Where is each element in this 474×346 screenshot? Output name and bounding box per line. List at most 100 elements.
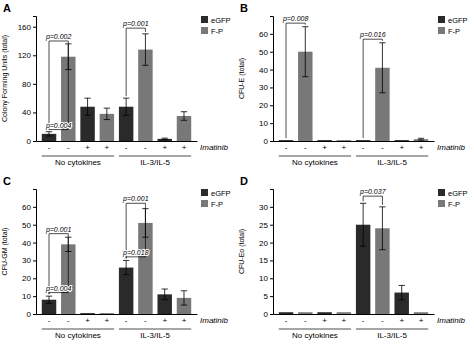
bar [279,140,293,141]
x-tick: - [285,314,288,325]
y-tick-mark [270,141,273,142]
error-bar [360,203,366,246]
y-tick-label: 20 [259,239,268,248]
y-tick: 60 [259,30,273,39]
x-tick-label: - [304,143,307,152]
legend-swatch [438,16,445,23]
y-axis: 051015202530 [259,190,273,320]
x-tick-label: + [342,316,347,325]
y-tick-label: 0 [264,137,269,146]
x-axis-line [37,314,198,315]
y-tick-mark [270,105,273,106]
y-tick-label: 5 [264,292,269,301]
y-tick-mark [33,296,36,297]
x-tick-label: + [342,143,347,152]
y-tick-label: 60 [22,203,31,212]
y-tick: 0 [264,137,273,146]
bar [317,140,331,141]
y-tick-label: 10 [22,292,31,301]
x-tick: + [105,314,110,325]
x-tick: + [162,141,167,152]
x-tick-label: - [48,316,51,325]
panel: 051015202530--++--++No cytokinesIL-3/IL-… [238,175,468,340]
y-axis-label: CFU-E (total) [238,58,246,99]
y-tick-mark [270,34,273,35]
y-tick-mark [33,55,36,56]
error-bar [162,289,168,300]
y-tick-mark [33,84,36,85]
y-tick: 50 [259,48,273,57]
x-tick-label: - [144,143,147,152]
annotations: p=0.037 [359,188,387,205]
x-axis-label: Imatinib [437,316,466,325]
plot-area [279,203,428,314]
panel-title: C [3,175,11,187]
legend-label: eGFP [211,16,231,25]
x-axis-line [37,141,198,142]
bar [394,140,408,141]
legend-item: F-P [438,200,460,209]
error-bar [181,112,187,121]
y-tick: 40 [22,239,36,248]
annotations: p=0.008p=0.016 [282,15,386,138]
error-bar [123,98,129,115]
y-tick-mark [270,207,273,208]
x-tick: + [399,141,404,152]
x-tick: - [125,314,128,325]
x-tick-label: - [48,143,51,152]
x-tick-label: - [304,316,307,325]
y-tick-mark [33,225,36,226]
p-value-bracket [286,23,305,138]
y-tick-label: 10 [259,274,268,283]
legend-label: eGFP [448,16,468,25]
y-tick: 20 [259,239,273,248]
legend-item: F-P [201,200,223,209]
x-tick-label: - [381,143,384,152]
error-bar [142,34,148,65]
x-tick-label: + [105,316,110,325]
y-tick: 10 [259,274,273,283]
annotations: p=0.001p=0.001p=0.004p=0.018 [45,195,149,294]
x-tick-label: - [362,316,365,325]
error-bar [123,260,129,274]
y-tick-mark [33,243,36,244]
x-tick-label: + [182,316,187,325]
x-tick: - [381,141,384,152]
x-tick: - [67,314,70,325]
p-value-label: p=0.004 [45,285,72,293]
y-tick-label: 120 [18,51,32,60]
x-tick-label: - [285,316,288,325]
p-value-label: p=0.016 [359,31,386,39]
x-tick-label: + [85,143,90,152]
y-tick-label: 80 [22,80,31,89]
x-tick: + [182,314,187,325]
error-bar [302,27,308,77]
y-tick: 20 [259,101,273,110]
y-axis: 0102030405060 [22,190,36,320]
y-tick: 50 [22,221,36,230]
y-axis-line [33,17,37,142]
x-tick-label: + [399,143,404,152]
y-tick: 30 [259,83,273,92]
x-tick-label: + [399,316,404,325]
y-tick-label: 30 [259,203,268,212]
x-tick: + [322,141,327,152]
p-value-label: p=0.018 [122,249,149,257]
y-tick: 0 [27,310,36,319]
y-axis-label: CFU-GM (total) [1,228,9,276]
bar [317,312,331,314]
error-bar [84,98,90,115]
x-tick: - [125,141,128,152]
y-tick-mark [270,278,273,279]
x-tick-label: + [419,316,424,325]
y-tick-label: 25 [259,221,268,230]
legend-item: F-P [201,27,223,36]
bar [298,312,312,314]
error-bar [379,207,385,250]
p-value-bracket [363,196,382,205]
x-tick-label: - [381,316,384,325]
y-tick-mark [33,112,36,113]
error-bar [162,138,168,139]
y-tick-mark [270,123,273,124]
y-tick: 40 [259,66,273,75]
